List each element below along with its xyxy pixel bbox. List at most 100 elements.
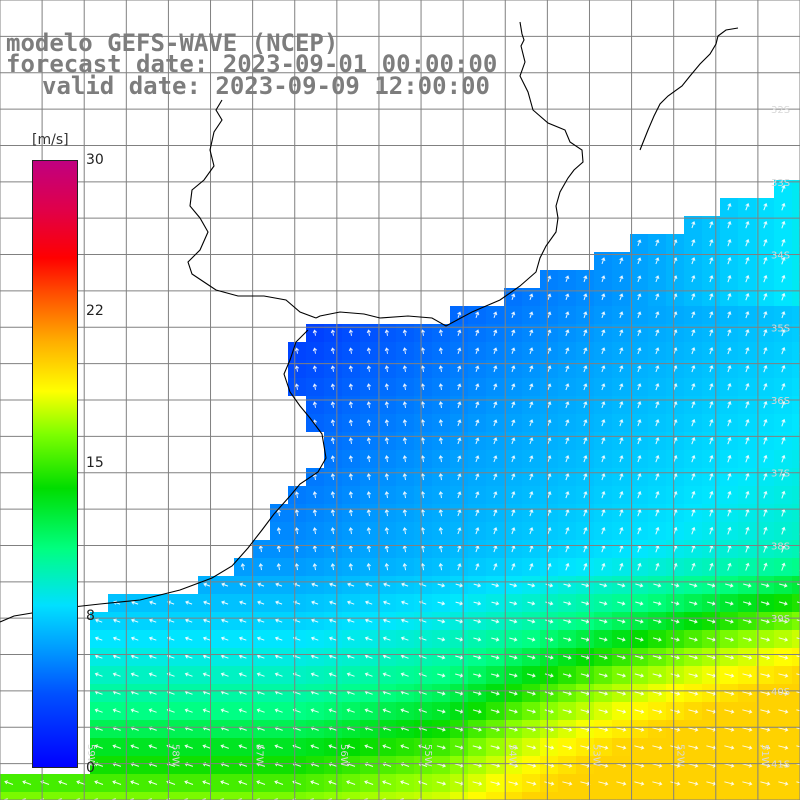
wind-arrow xyxy=(330,437,335,444)
wind-arrow xyxy=(778,691,789,696)
wind-arrow xyxy=(312,401,318,408)
wind-arrow xyxy=(565,437,570,445)
wind-arrow xyxy=(490,763,501,768)
wind-arrow xyxy=(598,781,609,786)
wind-arrow xyxy=(420,509,425,517)
wind-arrow xyxy=(329,582,337,587)
wind-arrow xyxy=(724,619,734,624)
wind-arrow xyxy=(475,365,480,372)
wind-arrow xyxy=(637,365,642,373)
wind-arrow xyxy=(311,582,319,587)
colorbar-unit: [m/s] xyxy=(32,132,69,148)
wind-arrow xyxy=(581,619,590,624)
lon-label: 56W xyxy=(338,744,349,767)
wind-arrow xyxy=(256,744,265,749)
wind-arrow xyxy=(781,401,786,409)
wind-arrow xyxy=(544,673,554,678)
wind-arrow xyxy=(529,311,534,318)
wind-arrow xyxy=(745,365,750,373)
wind-arrow xyxy=(778,655,789,660)
wind-arrow xyxy=(565,526,570,535)
wind-arrow xyxy=(601,275,606,283)
wind-arrow xyxy=(526,745,537,750)
wind-arrow xyxy=(581,583,590,588)
wind-arrow xyxy=(94,672,103,677)
wind-cell xyxy=(414,792,432,800)
wind-arrow xyxy=(745,454,750,463)
wind-arrow xyxy=(130,708,139,713)
wind-cell xyxy=(774,792,792,800)
wind-arrow xyxy=(760,673,771,678)
wind-arrow xyxy=(438,419,443,427)
wind-arrow xyxy=(527,655,536,660)
wind-arrow xyxy=(221,600,229,605)
wind-arrow xyxy=(508,781,519,786)
wind-arrow xyxy=(529,383,534,391)
wind-arrow xyxy=(601,526,606,535)
wind-arrow xyxy=(598,673,608,678)
wind-arrow xyxy=(655,239,660,247)
wind-arrow xyxy=(581,601,590,606)
wind-arrow xyxy=(527,583,536,588)
wind-arrow xyxy=(742,673,753,678)
wind-arrow xyxy=(727,292,732,301)
wind-arrow xyxy=(203,582,211,587)
wind-arrow xyxy=(437,637,446,642)
wind-arrow xyxy=(529,347,534,355)
wind-arrow xyxy=(526,673,536,678)
wind-arrow xyxy=(437,691,446,696)
wind-arrow xyxy=(760,637,771,642)
wind-arrow xyxy=(328,780,338,785)
wind-arrow xyxy=(382,672,391,677)
wind-arrow xyxy=(706,619,716,624)
wind-arrow xyxy=(601,508,606,517)
wind-cell xyxy=(558,792,576,800)
wind-arrow xyxy=(763,203,768,211)
wind-arrow xyxy=(796,637,800,640)
wind-arrow xyxy=(691,562,696,571)
wind-arrow xyxy=(402,383,407,390)
wind-cell xyxy=(792,324,800,342)
wind-arrow xyxy=(364,654,373,659)
wind-arrow xyxy=(727,437,732,445)
wind-arrow xyxy=(709,562,714,571)
wind-arrow xyxy=(526,781,537,786)
wind-arrow xyxy=(562,727,573,732)
wind-arrow xyxy=(400,744,410,749)
wind-arrow xyxy=(382,654,391,659)
wind-arrow xyxy=(709,490,714,499)
wind-arrow xyxy=(547,329,552,337)
wind-arrow xyxy=(493,383,498,391)
wind-arrow xyxy=(239,600,247,605)
wind-cell xyxy=(684,792,702,800)
wind-cell xyxy=(90,792,108,800)
wind-arrow xyxy=(760,691,771,696)
wind-arrow xyxy=(634,745,645,750)
wind-arrow xyxy=(670,781,681,786)
wind-arrow xyxy=(94,636,103,641)
wind-cell xyxy=(792,684,800,702)
wind-arrow xyxy=(562,655,572,660)
wind-arrow xyxy=(508,727,519,732)
wind-arrow xyxy=(312,509,317,517)
wind-arrow xyxy=(276,527,281,535)
wind-arrow xyxy=(529,562,534,571)
wind-arrow xyxy=(328,672,337,677)
wind-arrow xyxy=(438,562,443,571)
wind-arrow xyxy=(689,601,698,606)
wind-arrow xyxy=(529,455,534,463)
wind-arrow xyxy=(709,365,714,373)
wind-arrow xyxy=(688,709,699,714)
wind-arrow xyxy=(148,744,157,749)
wind-arrow xyxy=(763,293,768,301)
wind-arrow xyxy=(583,383,588,391)
wind-arrow xyxy=(637,562,642,571)
wind-arrow xyxy=(670,691,681,696)
wind-arrow xyxy=(637,527,642,535)
wind-arrow xyxy=(688,727,699,732)
wind-arrow xyxy=(4,780,14,785)
wind-arrow xyxy=(796,763,800,766)
wind-arrow xyxy=(634,781,645,786)
wind-arrow xyxy=(400,600,409,605)
